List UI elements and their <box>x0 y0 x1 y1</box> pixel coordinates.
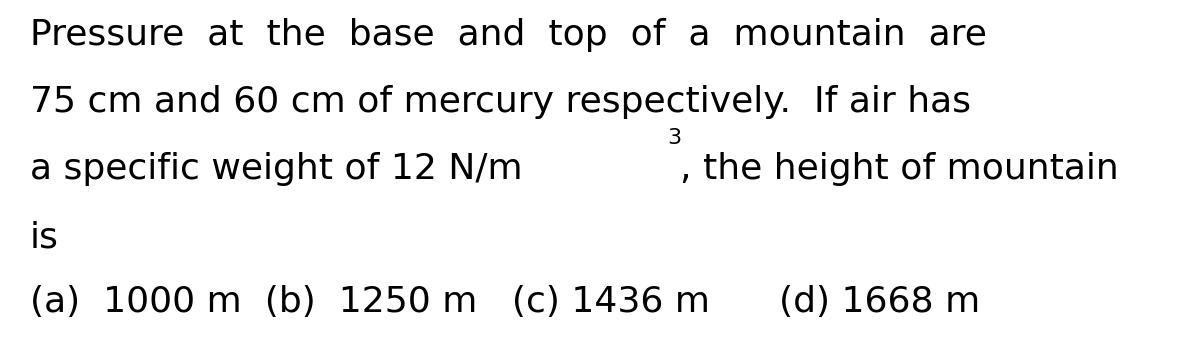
Text: 75 cm and 60 cm of mercury respectively.  If air has: 75 cm and 60 cm of mercury respectively.… <box>30 85 971 119</box>
Text: 3: 3 <box>667 128 682 148</box>
Text: is: is <box>30 220 59 254</box>
Text: , the height of mountain: , the height of mountain <box>680 152 1118 186</box>
Text: (a)  1000 m  (b)  1250 m   (c) 1436 m      (d) 1668 m: (a) 1000 m (b) 1250 m (c) 1436 m (d) 166… <box>30 285 980 319</box>
Text: Pressure  at  the  base  and  top  of  a  mountain  are: Pressure at the base and top of a mounta… <box>30 18 986 52</box>
Text: a specific weight of 12 N/m: a specific weight of 12 N/m <box>30 152 523 186</box>
